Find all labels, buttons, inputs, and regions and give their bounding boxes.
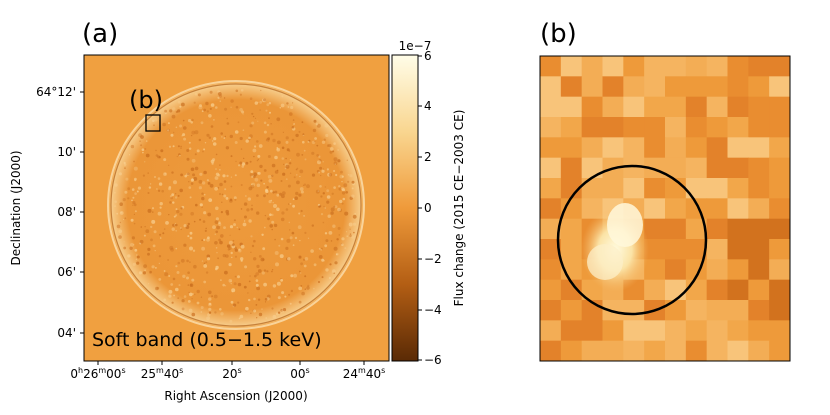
inset-label: (b) xyxy=(129,86,163,114)
y-axis-label: Declination (J2000) xyxy=(9,150,23,265)
y-tick-label: 08' xyxy=(57,205,76,219)
x-axis: 0h26m00s 25m40s 20s 00s 24m40s Right Asc… xyxy=(70,361,385,403)
panel-a-image xyxy=(84,55,389,361)
y-tick-label: 04' xyxy=(57,326,76,340)
panel-b-image xyxy=(540,56,790,361)
y-tick-label: 10' xyxy=(57,145,76,159)
x-tick-label: 20s xyxy=(222,366,241,381)
colorbar-tick: 4 xyxy=(424,99,432,113)
colorbar-tick: 0 xyxy=(424,201,432,215)
colorbar-tick: −4 xyxy=(424,303,442,317)
y-axis: 64°12' 10' 08' 06' 04' Declination (J200… xyxy=(9,85,84,340)
colorbar-gradient xyxy=(391,54,419,362)
colorbar-tick: 6 xyxy=(424,49,432,63)
panel-a-label: (a) xyxy=(82,19,118,49)
x-tick-label: 0h26m00s xyxy=(70,366,125,381)
band-label: Soft band (0.5−1.5 keV) xyxy=(92,329,322,351)
panel-b-frame xyxy=(539,55,791,362)
colorbar-tick: 2 xyxy=(424,150,432,164)
colorbar-tick: −2 xyxy=(424,252,442,266)
x-tick-label: 24m40s xyxy=(343,366,386,381)
colorbar-scale: 1e−7 xyxy=(399,39,432,53)
panel-a-frame xyxy=(83,54,390,362)
remnant-shell xyxy=(108,81,364,329)
y-tick-label: 06' xyxy=(57,265,76,279)
x-tick-label: 00s xyxy=(290,366,309,381)
x-tick-label: 25m40s xyxy=(141,366,184,381)
y-tick-label: 64°12' xyxy=(36,85,76,99)
region-circle xyxy=(556,164,708,316)
x-axis-label: Right Ascension (J2000) xyxy=(164,389,307,403)
inset-box xyxy=(145,114,161,132)
panel-b-label: (b) xyxy=(540,19,577,49)
colorbar-label: Flux change (2015 CE−2003 CE) xyxy=(452,110,466,307)
colorbar: 1e−7 6 4 2 0 −2 −4 −6 Flux change (2015 … xyxy=(391,39,466,367)
colorbar-tick: −6 xyxy=(424,353,442,367)
